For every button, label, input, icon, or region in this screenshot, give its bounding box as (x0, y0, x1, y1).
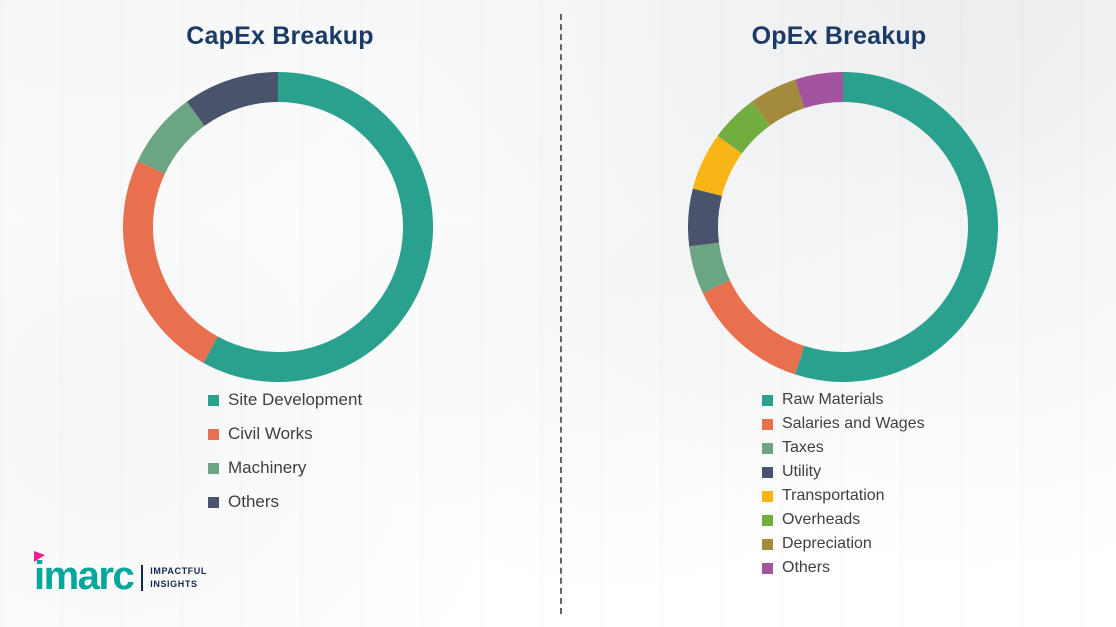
legend-swatch-icon (208, 394, 219, 406)
opex-legend-item: Raw Materials (762, 391, 925, 409)
imarc-accent-flag-icon (34, 551, 45, 562)
legend-label: Civil Works (228, 424, 313, 443)
opex-legend: Raw Materials Salaries and Wages Taxes Util… (762, 391, 925, 577)
legend-label: Raw Materials (782, 391, 884, 408)
capex-segment-3 (186, 72, 279, 127)
capex-segment-1 (123, 161, 219, 363)
legend-swatch-icon (762, 466, 773, 478)
capex-legend-item: Site Development (208, 390, 362, 410)
legend-swatch-icon (208, 462, 219, 474)
legend-swatch-icon (762, 442, 773, 454)
opex-legend-item: Salaries and Wages (762, 415, 925, 433)
capex-legend-item: Others (208, 492, 362, 512)
opex-segment-0 (795, 72, 998, 382)
opex-legend-item: Others (762, 559, 925, 577)
legend-swatch-icon (208, 496, 219, 508)
imarc-wordmark: imarc (34, 551, 135, 598)
logo-tagline: IMPACTFUL INSIGHTS (150, 565, 207, 589)
legend-label: Machinery (228, 458, 307, 477)
opex-legend-item: Depreciation (762, 535, 925, 553)
legend-swatch-icon (762, 514, 773, 526)
capex-segment-2 (137, 101, 205, 175)
legend-swatch-icon (762, 418, 773, 430)
legend-swatch-icon (762, 490, 773, 502)
legend-label: Others (228, 492, 280, 511)
capex-chart-title: CapEx Breakup (186, 22, 374, 50)
opex-segment-1 (702, 279, 805, 375)
legend-label: Utility (782, 463, 822, 480)
capex-segment-0 (203, 72, 433, 382)
legend-swatch-icon (762, 394, 773, 406)
legend-swatch-icon (762, 538, 773, 550)
opex-legend-item: Transportation (762, 487, 925, 505)
legend-label: Salaries and Wages (782, 415, 925, 432)
legend-swatch-icon (208, 428, 219, 440)
legend-label: Others (782, 559, 831, 576)
legend-label: Overheads (782, 511, 861, 528)
logo-tagline-line1: IMPACTFUL (150, 566, 207, 577)
opex-segment-6 (751, 79, 805, 127)
capex-donut-chart (123, 72, 433, 382)
legend-label: Transportation (782, 487, 885, 504)
imarc-logo: imarc IMPACTFUL INSIGHTS (34, 551, 207, 598)
opex-segment-3 (688, 188, 723, 247)
opex-segment-5 (717, 101, 770, 154)
opex-segment-4 (692, 135, 743, 197)
opex-segment-7 (795, 72, 844, 109)
legend-label: Taxes (782, 439, 824, 456)
imarc-brand-text: imarc (34, 554, 135, 598)
logo-tagline-line2: INSIGHTS (150, 578, 198, 589)
capex-legend-item: Machinery (208, 458, 362, 478)
capex-legend-item: Civil Works (208, 424, 362, 444)
legend-label: Site Development (228, 390, 363, 409)
opex-legend-item: Taxes (762, 439, 925, 457)
opex-segment-2 (689, 242, 731, 293)
opex-legend-item: Overheads (762, 511, 925, 529)
capex-legend: Site Development Civil Works Machinery Othe… (208, 390, 362, 512)
legend-label: Depreciation (782, 535, 872, 552)
opex-legend-item: Utility (762, 463, 925, 481)
vertical-dashed-divider (560, 14, 562, 614)
logo-divider (141, 564, 144, 591)
opex-donut-chart (688, 72, 998, 382)
opex-chart-title: OpEx Breakup (751, 22, 927, 50)
legend-swatch-icon (762, 562, 773, 574)
